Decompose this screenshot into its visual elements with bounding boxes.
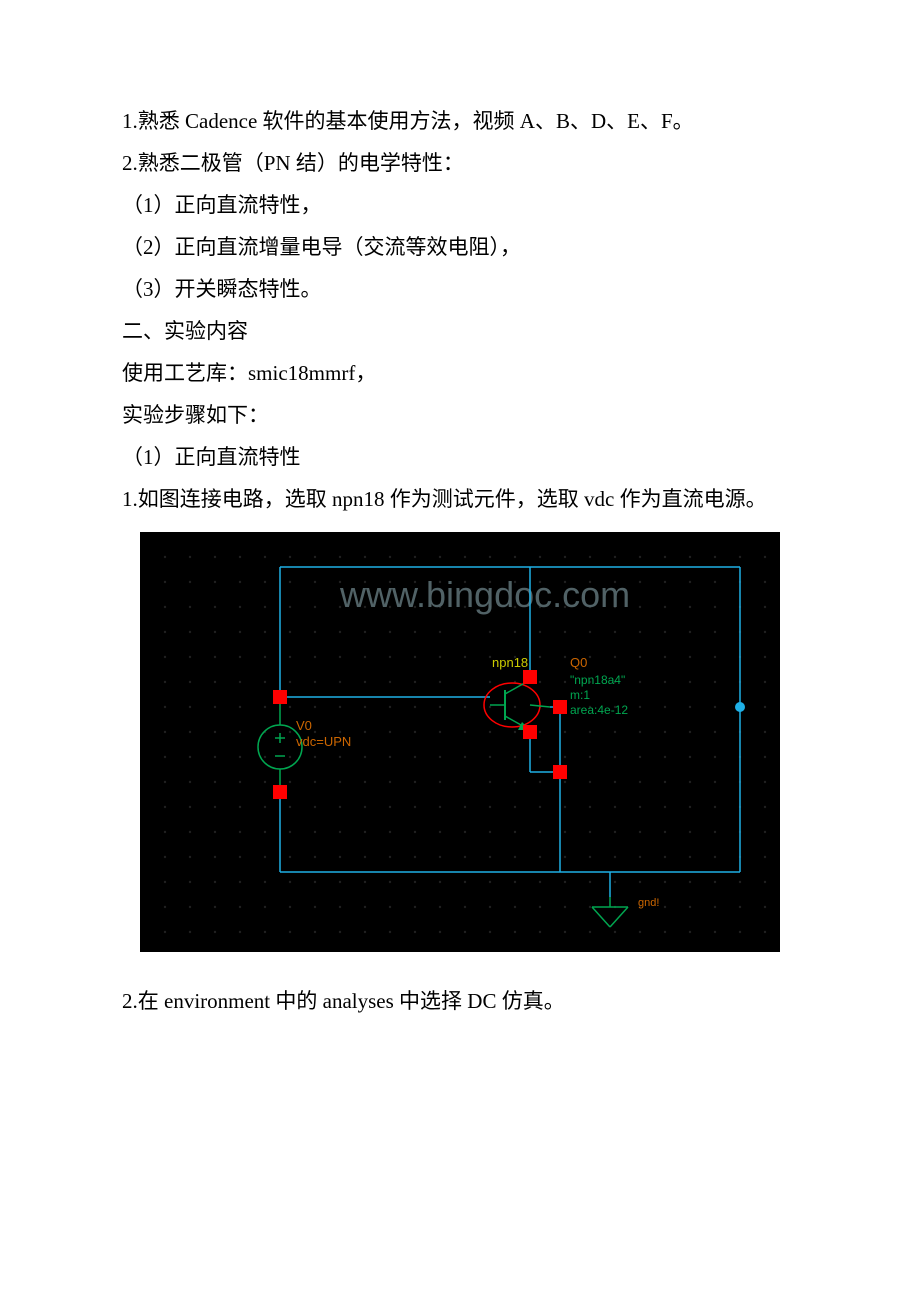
para-3: （1）正向直流特性， [80, 184, 840, 226]
para-10: 1.如图连接电路，选取 npn18 作为测试元件，选取 vdc 作为直流电源。 [80, 478, 840, 520]
para-7: 使用工艺库：smic18mmrf， [80, 352, 840, 394]
svg-text:vdc=UPN: vdc=UPN [296, 734, 351, 749]
circuit-svg: www.bingdoc.com gnd! npn18 Q0 "npn18a4"m:1ar… [140, 532, 780, 952]
svg-text:m:1: m:1 [570, 688, 590, 702]
para-6: 二、实验内容 [80, 310, 840, 352]
circuit-schematic: www.bingdoc.com gnd! npn18 Q0 "npn18a4"m:1ar… [140, 532, 780, 966]
svg-text:V0: V0 [296, 718, 312, 733]
svg-text:area:4e-12: area:4e-12 [570, 703, 628, 717]
para-1: 1.熟悉 Cadence 软件的基本使用方法，视频 A、B、D、E、F。 [80, 100, 840, 142]
svg-text:"npn18a4": "npn18a4" [570, 673, 625, 687]
svg-text:Q0: Q0 [570, 655, 587, 670]
para-2: 2.熟悉二极管（PN 结）的电学特性： [80, 142, 840, 184]
para-9: （1）正向直流特性 [80, 436, 840, 478]
schematic-container: www.bingdoc.com gnd! npn18 Q0 "npn18a4"m:1ar… [80, 532, 840, 966]
svg-text:npn18: npn18 [492, 655, 528, 670]
para-11: 2.在 environment 中的 analyses 中选择 DC 仿真。 [80, 980, 840, 1022]
para-5: （3）开关瞬态特性。 [80, 268, 840, 310]
svg-text:gnd!: gnd! [638, 897, 659, 909]
para-4: （2）正向直流增量电导（交流等效电阻）， [80, 226, 840, 268]
svg-text:www.bingdoc.com: www.bingdoc.com [339, 574, 630, 615]
para-8: 实验步骤如下： [80, 394, 840, 436]
